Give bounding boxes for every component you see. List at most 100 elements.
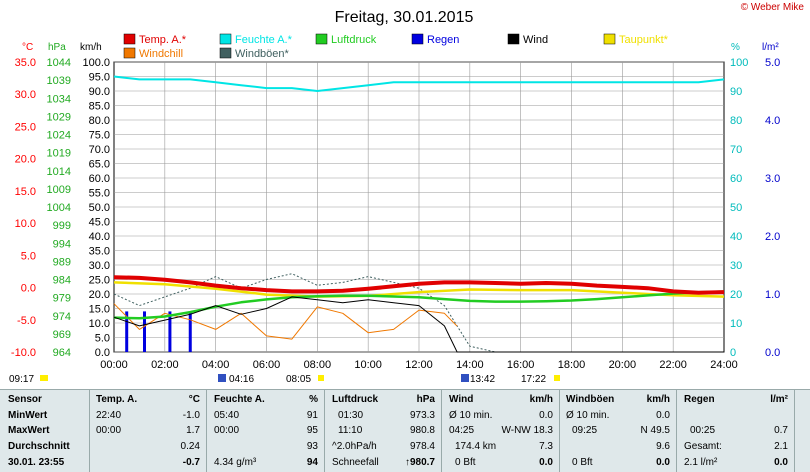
gust-unit: km/h	[646, 394, 670, 405]
wind-current: 0.0	[539, 457, 553, 468]
rain-total: 2.1	[774, 441, 788, 452]
wind-tick-label: 20.0	[89, 289, 110, 301]
humidity-tick-label: 100	[730, 57, 748, 69]
row-label-min: MinWert	[8, 410, 48, 421]
series-line	[113, 273, 496, 353]
rain-title: Regen	[684, 394, 715, 405]
wind-tick-label: 70.0	[89, 144, 110, 156]
temp-tick-label: 5.0	[21, 250, 36, 262]
gust-min: 0.0	[656, 410, 670, 421]
humidity-tick-label: 30	[730, 260, 742, 272]
hum-min-time: 05:40	[214, 410, 240, 421]
humidity-tick-label: 50	[730, 202, 742, 214]
statistics-table: Sensor MinWert MaxWert Durchschnitt 30.0…	[0, 389, 810, 472]
humidity-tick-label: 90	[730, 86, 742, 98]
wind-unit: km/h	[529, 394, 553, 405]
legend-swatch	[603, 33, 616, 45]
temp-max-time: 00:00	[96, 425, 122, 436]
rain-bar	[188, 311, 192, 352]
pressure-tick-label: 1024	[47, 130, 71, 142]
sunset-icon	[461, 374, 469, 382]
press-title: Luftdruck	[332, 394, 379, 405]
x-tick-label: 12:00	[405, 359, 433, 371]
sun-marker-icon	[318, 375, 324, 381]
sun-event-label: 04:16	[229, 374, 254, 385]
temp-tick-label: 10.0	[15, 218, 36, 230]
wind-tick-label: 0.0	[95, 347, 110, 359]
rain-tick-label: 0.0	[765, 347, 780, 359]
press-min: 973.3	[409, 410, 435, 421]
sun-event-label: 17:22	[521, 374, 546, 385]
rain-axis-unit: l/m²	[762, 42, 779, 53]
rain-current: 0.0	[774, 457, 788, 468]
wind-tick-label: 50.0	[89, 202, 110, 214]
wind-min: 0.0	[539, 410, 553, 421]
legend-swatch	[507, 33, 520, 45]
press-avg: 978.4	[409, 441, 435, 452]
pressure-tick-label: 964	[53, 347, 71, 359]
pressure-tick-label: 1034	[47, 93, 71, 105]
temp-avg: 0.24	[180, 441, 200, 452]
temp-tick-label: 20.0	[15, 154, 36, 166]
humidity-tick-label: 0	[730, 347, 736, 359]
sun-event-label: 13:42	[470, 374, 495, 385]
legend-label: Windböen*	[235, 48, 290, 60]
legend-swatch	[219, 33, 232, 45]
wind-tick-label: 10.0	[89, 318, 110, 330]
pressure-tick-label: 969	[53, 329, 71, 341]
chart-legend: Temp. A.* Feuchte A.* Luftdruck Regen Wind Ta…	[123, 33, 669, 60]
pressure-tick-label: 999	[53, 220, 71, 232]
wind-tick-label: 75.0	[89, 130, 110, 142]
rain-tick-label: 2.0	[765, 231, 780, 243]
temp-current: -0.7	[182, 457, 200, 468]
x-tick-label: 02:00	[151, 359, 179, 371]
wind-axis-unit: km/h	[80, 42, 102, 53]
rain-max-time: 00:25	[690, 425, 716, 436]
temp-unit: °C	[188, 394, 200, 405]
legend-swatch	[219, 47, 232, 59]
rain-bar	[168, 311, 172, 352]
sun-markers: 09:17 04:16 08:05 13:42 17:22	[9, 374, 560, 385]
wind-tick-label: 15.0	[89, 304, 110, 316]
x-tick-label: 14:00	[456, 359, 484, 371]
gust-current: 0.0	[656, 457, 670, 468]
pressure-tick-label: 1039	[47, 75, 71, 87]
humidity-tick-label: 80	[730, 115, 742, 127]
pressure-axis-unit: hPa	[48, 42, 66, 53]
x-tick-label: 00:00	[100, 359, 128, 371]
gust-min-label: Ø 10 min.	[566, 410, 610, 421]
legend-swatch	[123, 33, 136, 45]
sun-event-label: 08:05	[286, 374, 311, 385]
series-line	[113, 290, 725, 320]
x-tick-label: 16:00	[507, 359, 535, 371]
plot-grid	[114, 61, 724, 353]
rain-today: 2.1 l/m²	[684, 457, 718, 468]
gust-max-time: 09:25	[572, 425, 598, 436]
rain-tick-label: 5.0	[765, 57, 780, 69]
gust-avg: 9.6	[656, 441, 670, 452]
press-current: ↑980.7	[404, 457, 435, 468]
wind-tick-label: 25.0	[89, 275, 110, 287]
rain-bar	[143, 311, 146, 352]
wind-tick-label: 30.0	[89, 260, 110, 272]
hum-max: 95	[306, 425, 318, 436]
humidity-tick-label: 60	[730, 173, 742, 185]
wind-tick-label: 80.0	[89, 115, 110, 127]
legend-swatch	[123, 47, 136, 59]
temp-tick-label: 25.0	[15, 121, 36, 133]
x-tick-label: 08:00	[304, 359, 332, 371]
series-line	[113, 281, 725, 298]
axis-tick-labels: 35.0 30.0 25.0 20.0 15.0 10.0 5.0 0.0 -5.0 -10.0 1…	[11, 57, 780, 371]
humidity-tick-label: 40	[730, 231, 742, 243]
x-tick-label: 10:00	[354, 359, 382, 371]
weather-chart: Freitag, 30.01.2015 © Weber Mike Temp. A…	[9, 2, 804, 385]
humidity-tick-label: 20	[730, 289, 742, 301]
press-forecast: Schneefall	[332, 457, 379, 468]
wind-tick-label: 65.0	[89, 159, 110, 171]
wind-tick-label: 35.0	[89, 246, 110, 258]
sun-marker-icon	[554, 375, 560, 381]
pressure-tick-label: 1014	[47, 166, 71, 178]
humidity-tick-label: 70	[730, 144, 742, 156]
pressure-tick-label: 974	[53, 311, 71, 323]
rain-bars	[125, 311, 192, 352]
